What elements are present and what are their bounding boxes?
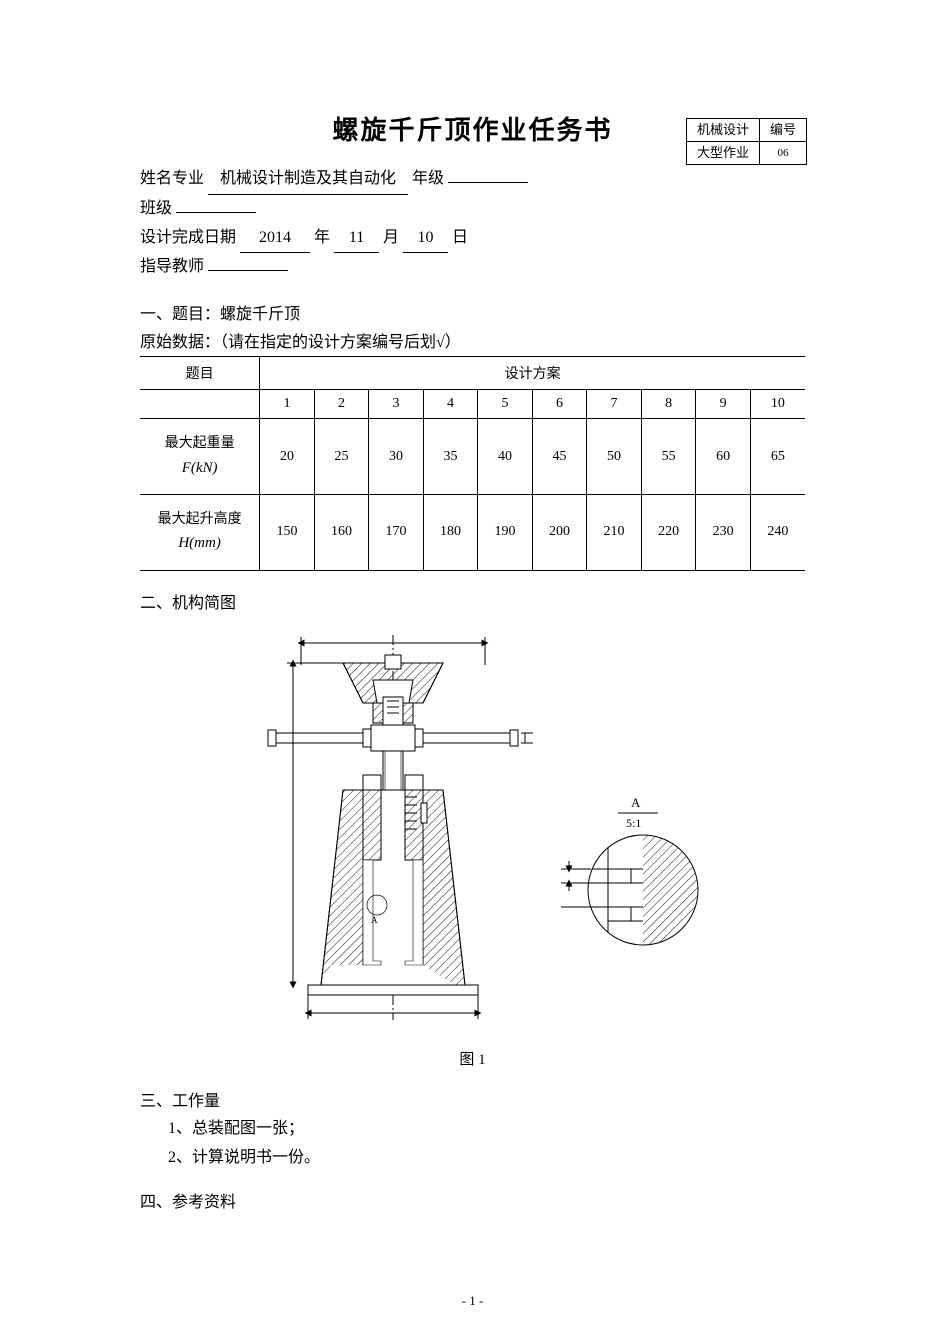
row2-label-l2: H(mm) xyxy=(178,535,221,551)
plan-4: 4 xyxy=(423,390,478,419)
row1-label-l1: 最大起重量 xyxy=(165,436,235,451)
r1c8: 55 xyxy=(641,419,696,495)
grade-label: 年级 xyxy=(412,170,444,187)
month-suffix: 月 xyxy=(383,229,399,246)
r2c2: 160 xyxy=(314,494,369,570)
blank-cell xyxy=(140,390,260,419)
year-value: 2014 xyxy=(240,224,310,254)
r1c9: 60 xyxy=(696,419,751,495)
sec1-subheading: 原始数据：（请在指定的设计方案编号后划√） xyxy=(140,328,805,352)
th-topic: 题目 xyxy=(140,357,260,390)
r2c6: 200 xyxy=(532,494,587,570)
r1c10: 65 xyxy=(750,419,805,495)
row1-label-l2: F(kN) xyxy=(182,460,218,476)
plan-1: 1 xyxy=(260,390,315,419)
mechanism-diagram: A A 5:1 xyxy=(213,625,733,1025)
teacher-value xyxy=(208,270,288,271)
detail-label-scale: 5:1 xyxy=(626,816,641,830)
major-value: 机械设计制造及其自动化 xyxy=(208,165,408,195)
r1c6: 45 xyxy=(532,419,587,495)
sec4-heading: 四、参考资料 xyxy=(140,1188,805,1212)
sec1-heading: 一、题目：螺旋千斤顶 xyxy=(140,300,805,324)
r1c5: 40 xyxy=(478,419,533,495)
plan-6: 6 xyxy=(532,390,587,419)
r1c3: 30 xyxy=(369,419,424,495)
date-label: 设计完成日期 xyxy=(140,229,236,246)
work-item-1: 1、总装配图一张； xyxy=(168,1115,805,1144)
plan-8: 8 xyxy=(641,390,696,419)
r1c2: 25 xyxy=(314,419,369,495)
corner-r1c2: 编号 xyxy=(759,119,806,142)
plan-5: 5 xyxy=(478,390,533,419)
day-suffix: 日 xyxy=(452,229,468,246)
teacher-label: 指导教师 xyxy=(140,258,204,275)
plan-3: 3 xyxy=(369,390,424,419)
detail-label-a: A xyxy=(631,795,641,810)
figure-wrap: A A 5:1 xyxy=(140,625,805,1030)
corner-r2c2: 06 xyxy=(759,142,806,165)
fig-caption: 图 1 xyxy=(140,1048,805,1069)
r1c1: 20 xyxy=(260,419,315,495)
svg-text:A: A xyxy=(371,915,378,925)
class-label: 班级 xyxy=(140,200,172,217)
plan-7: 7 xyxy=(587,390,642,419)
r2c7: 210 xyxy=(587,494,642,570)
r2c9: 230 xyxy=(696,494,751,570)
row1-label: 最大起重量 F(kN) xyxy=(140,419,260,495)
name-major-label: 姓名专业 xyxy=(140,170,204,187)
corner-info-table: 机械设计 编号 大型作业 06 xyxy=(686,118,807,165)
class-value xyxy=(176,212,256,213)
corner-r2c1: 大型作业 xyxy=(686,142,759,165)
th-plans: 设计方案 xyxy=(260,357,805,390)
work-item-2: 2、计算说明书一份。 xyxy=(168,1144,805,1173)
info-block: 姓名专业 机械设计制造及其自动化 年级 班级 设计完成日期 2014 年 11 … xyxy=(140,165,805,282)
sec3-heading: 三、工作量 xyxy=(140,1087,805,1111)
r2c4: 180 xyxy=(423,494,478,570)
page-number: - 1 - xyxy=(0,1293,945,1309)
r2c10: 240 xyxy=(750,494,805,570)
plan-2: 2 xyxy=(314,390,369,419)
r2c1: 150 xyxy=(260,494,315,570)
r2c8: 220 xyxy=(641,494,696,570)
row2-label-l1: 最大起升高度 xyxy=(158,512,242,527)
plan-10: 10 xyxy=(750,390,805,419)
corner-r1c1: 机械设计 xyxy=(686,119,759,142)
r2c3: 170 xyxy=(369,494,424,570)
design-data-table: 题目 设计方案 1 2 3 4 5 6 7 8 9 10 最大起重量 F(kN)… xyxy=(140,356,805,571)
r1c4: 35 xyxy=(423,419,478,495)
grade-value xyxy=(448,182,528,183)
plan-9: 9 xyxy=(696,390,751,419)
r1c7: 50 xyxy=(587,419,642,495)
r2c5: 190 xyxy=(478,494,533,570)
row2-label: 最大起升高度 H(mm) xyxy=(140,494,260,570)
month-value: 11 xyxy=(334,224,379,254)
year-suffix: 年 xyxy=(314,229,330,246)
sec2-heading: 二、机构简图 xyxy=(140,589,805,613)
day-value: 10 xyxy=(403,224,448,254)
